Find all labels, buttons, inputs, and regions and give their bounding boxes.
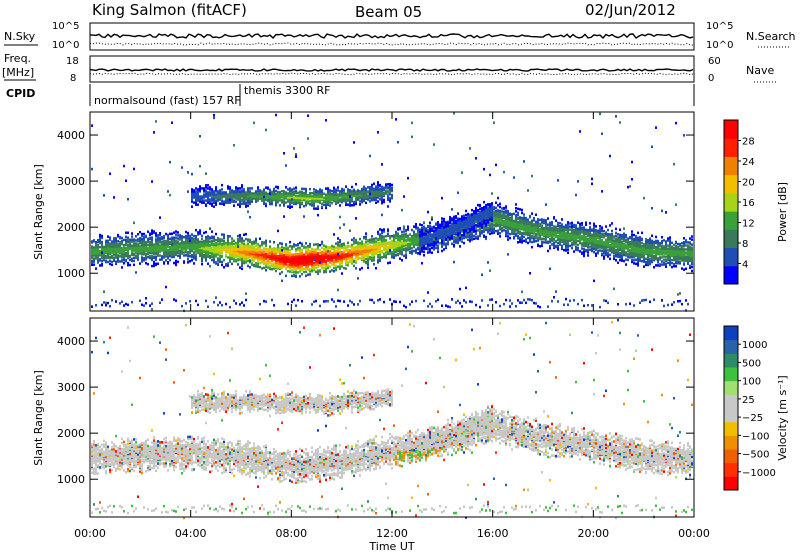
time-axis: 00:00 04:00 08:00 12:00 16:00 20:00 00:00	[74, 112, 710, 540]
colorbar-tick-label: −500	[742, 450, 769, 461]
nave-label: Nave	[746, 64, 774, 77]
velocity-ylabel: Slant Range [km]	[32, 370, 45, 466]
nave-tick-top: 60	[708, 56, 721, 67]
velocity-panel-frame	[90, 318, 694, 517]
freq-tick-bottom: 8	[70, 73, 76, 84]
freq-tick-top: 18	[66, 56, 79, 67]
time-tick-label: 00:00	[678, 527, 710, 540]
nsky-trace	[90, 34, 693, 38]
colorbar-tick-label: −25	[742, 413, 763, 424]
cpid-text-2: themis 3300 RF	[244, 84, 331, 97]
colorbar-tick-label: 500	[742, 358, 761, 369]
nave-tick-bottom: 0	[708, 73, 714, 84]
nsearch-trace	[90, 43, 693, 45]
colorbar-tick-label: 16	[742, 198, 755, 209]
nsky-tick-bottom: 10^0	[52, 40, 79, 51]
nsearch-tick-bottom: 10^0	[706, 40, 733, 51]
range-tick-label: 3000	[57, 381, 85, 394]
colorbar-tick-label: 24	[742, 157, 755, 168]
time-tick-label: 12:00	[376, 527, 408, 540]
colorbar-tick-label: 100	[742, 377, 761, 388]
power-ylabel: Slant Range [km]	[32, 164, 45, 260]
date-title: 02/Jun/2012	[585, 1, 676, 19]
beam-title: Beam 05	[355, 3, 422, 21]
station-title: King Salmon (fitACF)	[92, 1, 247, 19]
colorbar-tick-label: 12	[742, 219, 755, 230]
colorbar-tick-label: −1000	[742, 468, 776, 479]
time-tick-label: 08:00	[275, 527, 307, 540]
nave-trace	[90, 73, 693, 74]
power-colorbar: 28 24 20 16 12 8 4	[724, 120, 755, 285]
freq-label: Freq.	[4, 52, 31, 65]
cpid-label: CPID	[6, 87, 35, 100]
time-axis-label: Time UT	[368, 540, 414, 553]
colorbar-tick-label: 20	[742, 178, 755, 189]
time-tick-label: 16:00	[477, 527, 509, 540]
range-tick-label: 4000	[57, 335, 85, 348]
colorbar-tick-label: −100	[742, 431, 769, 442]
colorbar-tick-label: 25	[742, 395, 755, 406]
freq-trace	[90, 69, 693, 71]
nsearch-label: N.Search	[746, 30, 796, 43]
time-tick-label: 00:00	[74, 527, 106, 540]
colorbar-tick-label: 8	[742, 239, 748, 250]
power-panel-frame	[90, 112, 694, 311]
range-tick-label: 3000	[57, 175, 85, 188]
time-tick-label: 04:00	[175, 527, 207, 540]
range-tick-label: 1000	[57, 473, 85, 486]
cpid-text-1: normalsound (fast) 157 RF	[94, 94, 241, 107]
range-tick-label: 4000	[57, 129, 85, 142]
colorbar-tick-label: 4	[742, 260, 748, 271]
velocity-heatmap	[91, 319, 693, 519]
power-colorbar-label: Power [dB]	[776, 182, 789, 242]
freq-unit-label: [MHz]	[2, 66, 34, 79]
colorbar-tick-label: 1000	[742, 340, 767, 351]
colorbar-tick-label: 28	[742, 137, 755, 148]
range-tick-label: 2000	[57, 221, 85, 234]
nsky-tick-top: 10^5	[52, 21, 79, 32]
velocity-colorbar: 1000 500 100 25 −25 −100 −500 −1000	[724, 326, 776, 491]
range-tick-label: 1000	[57, 267, 85, 280]
time-tick-label: 20:00	[577, 527, 609, 540]
nsearch-tick-top: 10^5	[706, 21, 733, 32]
range-tick-label: 2000	[57, 427, 85, 440]
nsky-label: N.Sky	[4, 30, 36, 43]
velocity-colorbar-label: Velocity [m s⁻¹]	[776, 375, 789, 460]
power-heatmap	[91, 112, 693, 312]
